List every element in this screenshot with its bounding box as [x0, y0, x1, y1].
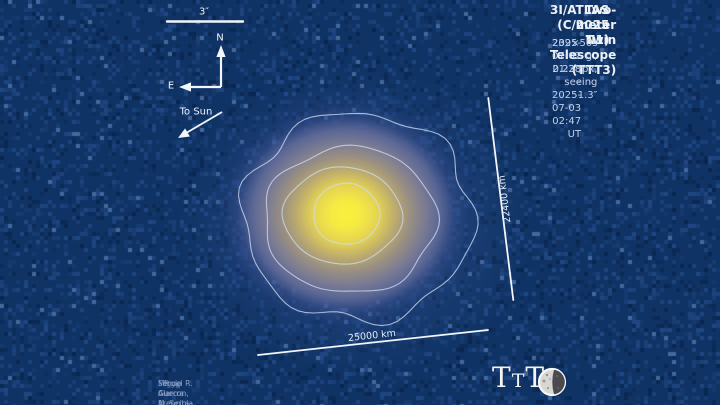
credits-line1: Miguel R. Alarcon, M. Serra-Ricart, J.Li…	[158, 379, 193, 405]
horizontal-scale-line	[257, 329, 489, 356]
brightness-contour-outer	[237, 112, 479, 327]
compass-icon	[179, 45, 226, 92]
brightness-contour-2	[281, 166, 404, 265]
moon-icon	[537, 367, 567, 397]
comet-coma-glow	[196, 80, 496, 348]
brightness-contour-inner	[313, 182, 381, 245]
sun-direction-arrow-icon	[178, 111, 223, 138]
to-sun-label: To Sun	[179, 106, 213, 118]
title-line1: 3I/ATLAS (C/2025 N1)	[550, 3, 610, 47]
credits-line2: Sergio Guerra Arencibia, Ignacio Ruiz Ce…	[158, 379, 196, 405]
scale-bar-label: 3″	[198, 6, 210, 18]
north-arrow-icon	[216, 45, 226, 57]
compass-north-label: N	[216, 32, 224, 44]
compass-east-label: E	[167, 80, 175, 92]
logo-letter: T	[511, 370, 526, 392]
brightness-contour-3	[265, 144, 441, 292]
east-arrow-icon	[179, 82, 191, 92]
vertical-scale-line	[487, 97, 515, 301]
obs-dates: 2025-07-02 21:28 – 2025-07-03 02:47 UT	[552, 38, 582, 140]
obs-exposure: 239×50s g′, 0.23″/px, seeing 1.3″	[552, 38, 598, 101]
title-line2: Two-meter Twin Telescope (TTT3)	[550, 3, 617, 77]
logo-letter: T	[492, 361, 512, 394]
